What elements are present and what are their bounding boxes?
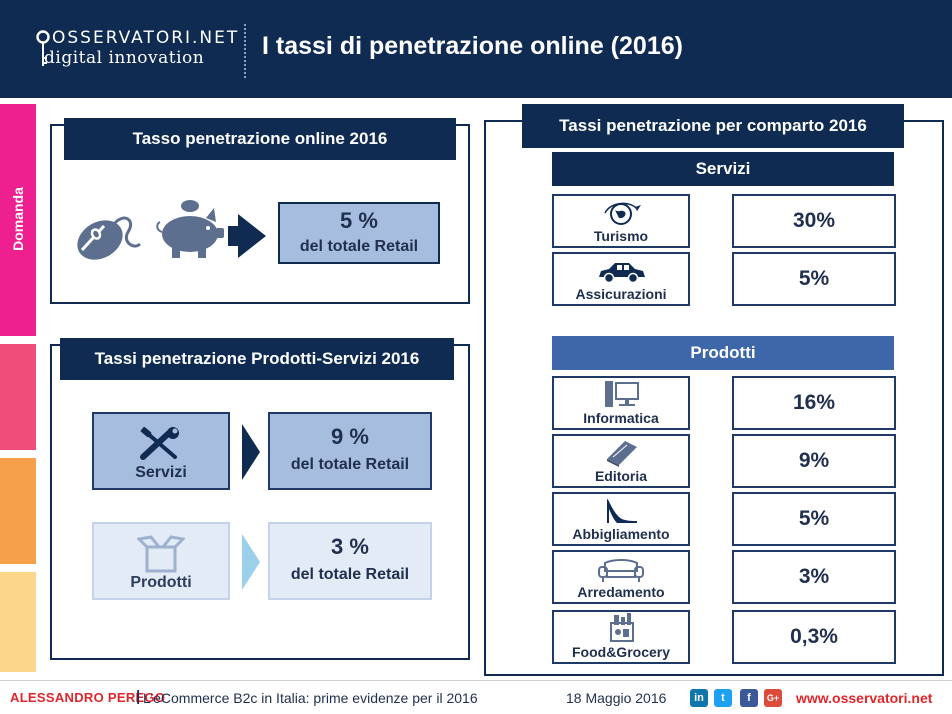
sofa-icon bbox=[598, 559, 644, 582]
category-abbigliamento-value: 5% bbox=[732, 492, 896, 546]
header-bar: OSSERVATORI.NET digital innovation I tas… bbox=[0, 0, 952, 98]
segments-panel: Tassi penetrazione Prodotti-Servizi 2016… bbox=[50, 338, 470, 660]
header-separator bbox=[244, 24, 246, 78]
category-abbigliamento: Abbigliamento bbox=[552, 492, 690, 546]
computer-icon bbox=[605, 381, 639, 407]
footer-event-title: L’eCommerce B2c in Italia: prime evidenz… bbox=[143, 690, 478, 706]
google-plus-icon[interactable]: G+ bbox=[764, 689, 782, 707]
sidebar-bar-2 bbox=[0, 344, 36, 450]
segment-prodotti-label: Prodotti bbox=[130, 574, 192, 591]
online-rate-title: Tasso penetrazione online 2016 bbox=[64, 118, 456, 160]
category-abbigliamento-label: Abbigliamento bbox=[572, 526, 670, 542]
segment-prodotti-caption: del totale Retail bbox=[290, 566, 410, 583]
comparto-title: Tassi penetrazione per comparto 2016 bbox=[522, 104, 904, 148]
segment-servizi-caption: del totale Retail bbox=[290, 456, 410, 473]
category-editoria-value: 9% bbox=[732, 434, 896, 488]
segment-servizi-arrow bbox=[242, 424, 260, 480]
category-arredamento: Arredamento bbox=[552, 550, 690, 604]
book-icon bbox=[607, 441, 637, 467]
sidebar-bar-domanda: Domanda bbox=[0, 104, 36, 336]
segment-prodotti-arrow bbox=[242, 534, 260, 590]
category-food-grocery: Food&Grocery bbox=[552, 610, 690, 664]
category-informatica: Informatica bbox=[552, 376, 690, 430]
footer-separator: | bbox=[136, 688, 141, 705]
segment-servizi-value: 9 % bbox=[331, 424, 369, 449]
segment-servizi-value-box: 9 % del totale Retail bbox=[268, 412, 432, 490]
category-turismo-value: 30% bbox=[732, 194, 896, 248]
online-rate-caption: del totale Retail bbox=[299, 238, 419, 255]
sidebar-bar-3 bbox=[0, 458, 36, 564]
logo-tagline: digital innovation bbox=[44, 48, 205, 68]
segment-servizi-box: Servizi bbox=[92, 412, 230, 490]
page-title: I tassi di penetrazione online (2016) bbox=[262, 32, 683, 60]
category-editoria: Editoria bbox=[552, 434, 690, 488]
category-assicurazioni-value: 5% bbox=[732, 252, 896, 306]
sidebar-label: Domanda bbox=[10, 187, 26, 251]
sidebar-bar-4 bbox=[0, 572, 36, 672]
box-icon bbox=[137, 535, 185, 573]
category-assicurazioni: Assicurazioni bbox=[552, 252, 690, 306]
category-arredamento-label: Arredamento bbox=[577, 584, 665, 600]
arrow-right-icon bbox=[238, 214, 266, 258]
online-rate-value-box: 5 % del totale Retail bbox=[278, 202, 440, 264]
linkedin-icon[interactable]: in bbox=[690, 689, 708, 707]
segment-prodotti-box: Prodotti bbox=[92, 522, 230, 600]
prodotti-heading: Prodotti bbox=[552, 336, 894, 370]
globe-plane-icon bbox=[604, 202, 641, 225]
category-informatica-label: Informatica bbox=[583, 410, 659, 426]
logo-pin-icon bbox=[36, 30, 50, 66]
facebook-icon[interactable]: f bbox=[740, 689, 758, 707]
grocery-bag-icon bbox=[610, 613, 634, 642]
category-turismo: Turismo bbox=[552, 194, 690, 248]
arrow-stem bbox=[228, 226, 240, 246]
mouse-icon bbox=[77, 216, 142, 260]
segment-prodotti-value-box: 3 % del totale Retail bbox=[268, 522, 432, 600]
servizi-heading: Servizi bbox=[552, 152, 894, 186]
tools-icon bbox=[140, 427, 179, 460]
footer-website-link[interactable]: www.osservatori.net bbox=[796, 690, 933, 706]
category-turismo-label: Turismo bbox=[593, 228, 649, 244]
footer-bar: ALESSANDRO PEREGO | L’eCommerce B2c in I… bbox=[0, 680, 952, 714]
segment-prodotti-value: 3 % bbox=[331, 534, 369, 559]
twitter-icon[interactable]: t bbox=[714, 689, 732, 707]
logo-wordmark: OSSERVATORI.NET bbox=[52, 28, 240, 48]
online-rate-value: 5 % bbox=[340, 208, 378, 233]
segment-servizi-label: Servizi bbox=[135, 464, 187, 481]
piggy-bank-icon bbox=[156, 200, 224, 258]
sidebar-color-bars: Domanda bbox=[0, 104, 36, 672]
high-heel-icon bbox=[607, 499, 637, 523]
footer-author: ALESSANDRO PEREGO bbox=[10, 690, 166, 705]
category-food-grocery-label: Food&Grocery bbox=[571, 644, 670, 660]
segments-title: Tassi penetrazione Prodotti-Servizi 2016 bbox=[60, 338, 454, 380]
footer-date: 18 Maggio 2016 bbox=[566, 690, 667, 706]
category-food-grocery-value: 0,3% bbox=[732, 610, 896, 664]
category-arredamento-value: 3% bbox=[732, 550, 896, 604]
category-informatica-value: 16% bbox=[732, 376, 896, 430]
car-icon bbox=[599, 263, 645, 284]
online-rate-panel: Tasso penetrazione online 2016 5 % del t… bbox=[50, 118, 470, 304]
category-editoria-label: Editoria bbox=[594, 468, 648, 484]
category-assicurazioni-label: Assicurazioni bbox=[575, 286, 667, 302]
comparto-panel: Tassi penetrazione per comparto 2016 Ser… bbox=[484, 104, 944, 676]
